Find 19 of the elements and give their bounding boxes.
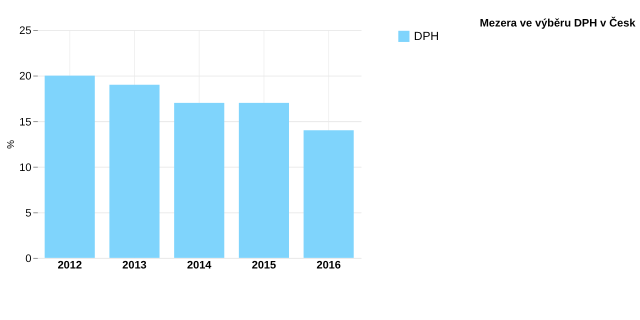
y-tick-label: 10	[19, 162, 32, 174]
bar	[304, 130, 354, 258]
x-tick-label: 2015	[252, 259, 276, 272]
text: Mezera ve výběru DPH v Česk	[480, 16, 636, 30]
x-tick-label: 2012	[58, 259, 82, 272]
y-tick-label: 15	[19, 116, 32, 128]
x-tick-label: 2016	[316, 259, 341, 272]
y-tick-label: 5	[25, 207, 32, 220]
bar	[109, 84, 160, 258]
y-tick-label: 25	[19, 25, 32, 38]
bar	[174, 102, 224, 258]
legend-label: DPH	[414, 29, 439, 44]
y-tick-label: 0	[25, 253, 32, 266]
x-tick-label: 2013	[122, 259, 147, 272]
x-tick-label: 2014	[187, 259, 212, 272]
y-axis-title: %	[6, 140, 17, 149]
y-tick-label: 20	[19, 70, 32, 83]
bar	[238, 102, 290, 258]
bar	[44, 76, 95, 258]
